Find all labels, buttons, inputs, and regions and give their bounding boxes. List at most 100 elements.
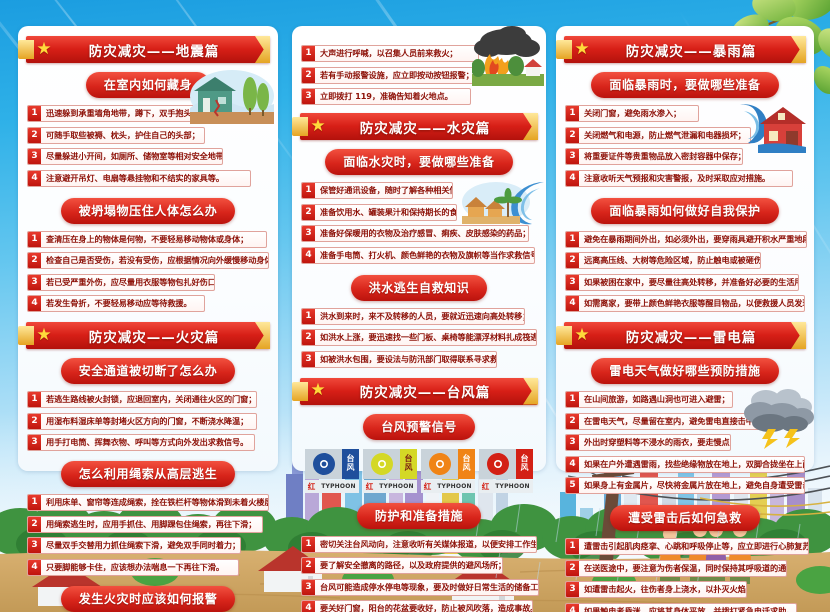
list-item[interactable]: 2 准备饮用水、罐装果汁和保持期长的食品；: [301, 203, 457, 221]
list-item[interactable]: 2 用湿布料湿床单等封堵火区方向的门窗，不断浇水降温；: [27, 412, 257, 430]
list-item[interactable]: 2 要了解安全撤离的路径，以及政府提供的避风场所；: [301, 557, 503, 574]
list-item[interactable]: 2 若有手动报警设施，应立即按动按钮报警；: [301, 66, 493, 84]
item-number: 1: [302, 308, 315, 324]
list-item[interactable]: 2 关闭燃气和电源，防止燃气泄漏和电器损坏；: [565, 126, 751, 144]
list-item[interactable]: 4 若发生骨折，不要轻易移动应等待救援。: [27, 295, 205, 312]
item-group: 1 避免在暴雨期间外出，如必须外出，要穿雨具避开积水严重地段； 2 远离高压线、大树…: [565, 230, 807, 312]
list-item[interactable]: 2 如洪水上涨，要迅速找一些门板、桌椅等能漂浮材料扎成筏逃生；: [301, 329, 537, 346]
item-text: 要了解安全撤离的路径，以及政府提供的避风场所；: [320, 560, 502, 570]
list-item[interactable]: 2 远离高压线、大树等危险区域，防止触电或被砸伤；: [565, 252, 761, 269]
item-text: 将重要证件等贵重物品放入密封容器中保存；: [584, 151, 742, 161]
list-item[interactable]: 3 用手打电筒、挥舞衣物、呼叫等方式向外发出求救信号。: [27, 434, 255, 451]
item-text: 密切关注台风动向，注意收听有关媒体报道，以便安排工作生活；: [320, 538, 536, 549]
list-item[interactable]: 5 如果身上有金属片，尽快将金属片放在地上，避免自身遭受雷击。: [565, 477, 805, 494]
item-number: 2: [566, 127, 579, 143]
typhoon-signal: 台风红 TYPHOON: [421, 448, 475, 493]
item-text: 若已受严重外伤，应尽量用衣服等物包扎好伤口；: [46, 276, 214, 287]
list-item[interactable]: 1 在山间旅游，如路遇山洞也可进入避雷；: [565, 391, 733, 408]
list-item[interactable]: 3 立即拨打 119，准确告知着火地点。: [301, 88, 471, 105]
item-group: 1 关闭门窗，避免雨水渗入； 2 关闭燃气和电源，防止燃气泄漏和电器损坏； 3 将重要…: [565, 105, 805, 187]
item-group: 1 查清压在身上的物体是何物，不要轻易移动物体或身体； 2 检查自己是否受伤，若没有…: [27, 230, 269, 312]
list-item[interactable]: 4 要关好门窗，阳台的花盆要收好，防止被风吹落，造成事故。: [301, 600, 533, 612]
panel-right-column: ★ 防灾减灾——暴雨篇 面临暴雨时，要做哪些准备 1 关闭门窗，避免雨水渗入； 2…: [556, 26, 814, 612]
list-item[interactable]: 3 尽量双手交替用力抓住绳索下滑，避免双手同时着力；: [27, 537, 241, 554]
group-heading: 面临水灾时，要做哪些准备: [325, 149, 513, 175]
item-number: 2: [302, 330, 315, 345]
ribbon-title: 防灾减灾——火灾篇: [88, 329, 220, 346]
list-item[interactable]: 4 如果在户外遭遇雷雨，找些绝缘物放在地上，双脚合拢坐在上面；: [565, 455, 805, 473]
item-number: 1: [566, 539, 579, 554]
group-heading: 洪水逃生自救知识: [350, 274, 488, 301]
list-item[interactable]: 4 如果触电者昏迷，应将其身体平放，并拨打紧急电话求助。: [565, 602, 797, 612]
list-item[interactable]: 1 利用床单、窗帘等连成绳索，拴在铁栏杆等物体滑到未着火楼层；: [27, 494, 269, 511]
item-text: 如遭雷击起火，往伤者身上浇水，以扑灭火焰；: [584, 584, 746, 594]
typhoon-swirl-icon: [305, 448, 342, 479]
list-item[interactable]: 1 避免在暴雨期间外出，如必须外出，要穿雨具避开积水严重地段；: [565, 230, 807, 248]
typhoon-signal-level: 红: [479, 479, 492, 493]
ribbon-title: 防灾减灾——地震篇: [88, 43, 220, 60]
item-number: 3: [566, 274, 579, 290]
list-item[interactable]: 2 用绳索逃生时，应用手抓住、用脚踝包住绳索，再往下滑；: [27, 515, 263, 533]
item-number: 2: [302, 67, 315, 83]
list-item[interactable]: 2 可随手取些被褥、枕头，护住自己的头部；: [27, 126, 205, 144]
star-icon: ★: [36, 324, 52, 345]
typhoon-signal-strip: 台风红 TYPHOON 台风红 TYPHOON 台风红 TYPHOON 台风红 TYPHOON: [298, 448, 540, 493]
list-item[interactable]: 3 尽量躲进小开间，如厕所、储物室等相对安全地带；: [27, 148, 223, 165]
item-text: 迅速躲到承重墙角地带，蹲下，双手抱头；: [46, 108, 194, 118]
item-number: 2: [566, 253, 579, 268]
list-item[interactable]: 2 检查自己是否受伤，若没有受伤，应根据情况向外缓慢移动身体；: [27, 252, 269, 269]
group-heading: 安全通道被切断了怎么办: [60, 358, 236, 384]
typhoon-signal-cn-label: 台风: [458, 448, 475, 479]
item-text: 如需离家，要带上颜色鲜艳衣服等醒目物品，以便救援人员发现。: [584, 298, 804, 308]
list-item[interactable]: 1 若逃生路线被火封锁，应退回室内，关闭通往火区的门窗；: [27, 391, 257, 408]
ribbon-title: 防灾减灾——暴雨篇: [625, 43, 757, 60]
list-item[interactable]: 4 注意避开吊灯、电扇等悬挂物和不结实的家具等。: [27, 169, 251, 187]
typhoon-signal-en-label: TYPHOON: [376, 479, 417, 493]
item-text: 若逃生路线被火封锁，应退回室内，关闭通往火区的门窗；: [46, 394, 256, 404]
typhoon-swirl-icon: [421, 448, 458, 479]
item-number: 1: [302, 536, 315, 552]
list-item[interactable]: 4 注意收听天气预报和灾害警报，及时采取应对措施。: [565, 169, 793, 187]
list-item[interactable]: 3 将重要证件等贵重物品放入密封容器中保存；: [565, 148, 743, 165]
list-item[interactable]: 3 如遭雷击起火，往伤者身上浇水，以扑灭火焰；: [565, 581, 747, 598]
list-item[interactable]: 2 在雷电天气，尽量留在室内，避免雷电直接击中；: [565, 412, 761, 430]
item-number: 3: [28, 435, 41, 450]
typhoon-signal-cn-label: 台风: [516, 448, 533, 479]
list-item[interactable]: 1 查清压在身上的物体是何物，不要轻易移动物体或身体；: [27, 230, 267, 248]
list-item[interactable]: 4 只要脚能够卡住，应该想办法喘息一下再往下滑。: [27, 558, 239, 576]
list-item[interactable]: 3 如果被困在家中，要尽量往高处转移，并准备好必要的生活用品；: [565, 273, 799, 291]
item-text: 尽量双手交替用力抓住绳索下滑，避免双手同时着力；: [46, 540, 240, 550]
item-number: 1: [302, 183, 315, 198]
list-item[interactable]: 1 关闭门窗，避免雨水渗入；: [565, 105, 699, 122]
list-item[interactable]: 1 遭雷击引起肌肉痉挛、心跳和呼吸停止等，应立即进行心肺复苏术；: [565, 538, 809, 555]
list-item[interactable]: 1 大声进行呼喊，以召集人员前来救火；: [301, 45, 479, 62]
section-ribbon-lightning: ★ 防灾减灾——雷电篇: [556, 322, 806, 349]
item-text: 关闭门窗，避免雨水渗入；: [584, 108, 682, 118]
list-item[interactable]: 1 迅速躲到承重墙角地带，蹲下，双手抱头；: [27, 105, 195, 122]
list-item[interactable]: 3 如被洪水包围，要设法与防汛部门取得联系寻求救援。: [301, 350, 497, 368]
list-item[interactable]: 1 密切关注台风动向，注意收听有关媒体报道，以便安排工作生活；: [301, 535, 537, 553]
list-item[interactable]: 3 台风可能造成停水停电等现象，要及时做好日常生活的储备工作；: [301, 578, 539, 596]
item-number: 2: [28, 127, 41, 143]
item-text: 检查自己是否受伤，若没有受伤，应根据情况向外缓慢移动身体；: [46, 255, 268, 265]
list-item[interactable]: 4 如需离家，要带上颜色鲜艳衣服等醒目物品，以便救援人员发现。: [565, 295, 805, 312]
item-text: 在送医途中，要注意为伤者保温，同时保持其呼吸道的通畅；: [584, 562, 786, 573]
item-text: 可随手取些被褥、枕头，护住自己的头部；: [46, 129, 200, 140]
typhoon-signal-cn-label: 台风: [342, 448, 359, 479]
section-flood: ★ 防灾减灾——水灾篇 面临水灾时，要做哪些准备 1 保管好通讯设备，随时了解各种…: [292, 113, 546, 368]
item-group: 1 在山间旅游，如路遇山洞也可进入避雷； 2 在雷电天气，尽量留在室内，避免雷电直接…: [565, 391, 805, 494]
list-item[interactable]: 1 保管好通讯设备，随时了解各种相关信息；: [301, 182, 453, 199]
group-heading: 遭受雷击后如何急救: [610, 505, 760, 531]
item-number: 3: [302, 351, 315, 367]
list-item[interactable]: 2 在送医途中，要注意为伤者保温，同时保持其呼吸道的通畅；: [565, 559, 787, 577]
list-item[interactable]: 1 洪水到来时，来不及转移的人员，要就近迅速向高处转移；: [301, 307, 525, 325]
list-item[interactable]: 4 准备手电筒、打火机、颜色鲜艳的衣物及旗帜等当作求救信号。: [301, 246, 535, 264]
list-item[interactable]: 3 准备好保暖用的衣物及治疗感冒、痢疾、皮肤感染的药品；: [301, 225, 529, 242]
section-typhoon: ★ 防灾减灾——台风篇 台风预警信号 台风红 TYPHOON 台风红 TYPHOON 台…: [292, 377, 546, 612]
list-item[interactable]: 3 外出时穿塑料等不浸水的雨衣，要走慢点；: [565, 434, 731, 451]
item-text: 台风可能造成停水停电等现象，要及时做好日常生活的储备工作；: [320, 581, 538, 592]
typhoon-signal-en-label: TYPHOON: [434, 479, 475, 493]
typhoon-signal-level: 红: [421, 479, 434, 493]
list-item[interactable]: 3 若已受严重外伤，应尽量用衣服等物包扎好伤口；: [27, 273, 215, 291]
item-text: 关闭燃气和电源，防止燃气泄漏和电器损坏；: [584, 129, 746, 140]
